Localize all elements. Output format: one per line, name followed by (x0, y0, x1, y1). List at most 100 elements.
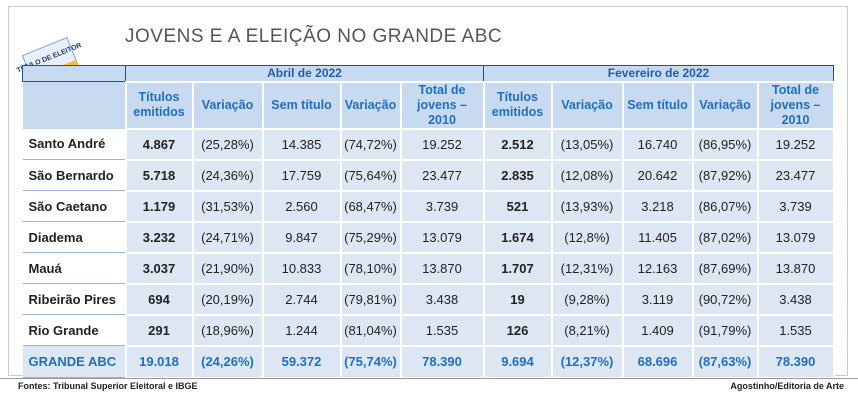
cell: (87,02%) (691, 220, 759, 254)
row-label: Ribeirão Pires (22, 283, 126, 315)
cell: 5.718 (124, 158, 194, 192)
cell: (12,8%) (550, 220, 624, 254)
column-header: Variação (691, 80, 759, 130)
cell: (8,21%) (550, 313, 624, 347)
cell: 521 (482, 189, 553, 223)
table-row: Mauá 3.037 (21,90%) 10.833 (78,10%) 13.870 1.7… (22, 251, 835, 285)
total-cell: (24,26%) (191, 344, 264, 379)
cell: 23.477 (399, 158, 485, 192)
total-cell: 78.390 (399, 344, 485, 379)
cell: 1.409 (621, 313, 694, 347)
row-label: Mauá (22, 252, 126, 284)
cell: (31,53%) (191, 189, 264, 223)
group-header: Abril de 2022 (125, 65, 484, 82)
cell: (90,72%) (691, 282, 759, 316)
cell: 13.870 (756, 251, 835, 285)
cell: 10.833 (261, 251, 342, 285)
cell: (12,08%) (550, 158, 624, 192)
total-label: GRANDE ABC (22, 345, 126, 378)
table-row: Abril de 2022 Fevereiro de 2022 (22, 65, 834, 82)
footer: Fontes: Tribunal Superior Eleitoral e IB… (0, 378, 858, 393)
cell: 14.385 (261, 127, 342, 161)
cell: 16.740 (621, 127, 694, 161)
cell: (25,28%) (191, 127, 264, 161)
cell: (81,04%) (339, 313, 402, 347)
total-cell: 9.694 (482, 344, 553, 379)
table-row: Diadema 3.232 (24,71%) 9.847 (75,29%) 13.079 1… (22, 220, 835, 254)
cell: 3.232 (124, 220, 194, 254)
cell: 1.535 (399, 313, 485, 347)
cell: 12.163 (621, 251, 694, 285)
cell: 2.512 (482, 127, 553, 161)
cell: (87,69%) (691, 251, 759, 285)
table-row: Santo André 4.867 (25,28%) 14.385 (74,72%) 19… (22, 127, 835, 161)
row-label: Rio Grande (22, 314, 126, 346)
table-row: São Bernardo 5.718 (24,36%) 17.759 (75,64%) 2… (22, 158, 835, 192)
cell: 3.037 (124, 251, 194, 285)
column-header: Sem título (621, 80, 694, 130)
column-header: Sem título (261, 80, 342, 130)
cell: 4.867 (124, 127, 194, 161)
total-cell: (75,74%) (339, 344, 402, 379)
cell: 3.739 (756, 189, 835, 223)
column-header: Total de jovens – 2010 (756, 80, 835, 130)
cell: 13.870 (399, 251, 485, 285)
total-cell: 59.372 (261, 344, 342, 379)
cell: 13.079 (399, 220, 485, 254)
cell: (86,95%) (691, 127, 759, 161)
blank-cell (22, 81, 126, 129)
cell: 1.535 (756, 313, 835, 347)
cell: 126 (482, 313, 553, 347)
group-header: Fevereiro de 2022 (483, 65, 834, 82)
cell: 20.642 (621, 158, 694, 192)
cell: (78,10%) (339, 251, 402, 285)
cell: 1.179 (124, 189, 194, 223)
row-label: São Bernardo (22, 159, 126, 191)
cell: 9.847 (261, 220, 342, 254)
column-header: Total de jovens – 2010 (399, 80, 485, 130)
cell: 3.119 (621, 282, 694, 316)
table-row: São Caetano 1.179 (31,53%) 2.560 (68,47%) 3.7… (22, 189, 835, 223)
column-header: Variação (550, 80, 624, 130)
title: JOVENS E A ELEIÇÃO NO GRANDE ABC (125, 26, 503, 47)
column-header: Títulos emitidos (482, 80, 553, 130)
cell: 3.438 (399, 282, 485, 316)
cell: (12,31%) (550, 251, 624, 285)
cell: 1.707 (482, 251, 553, 285)
cell: (68,47%) (339, 189, 402, 223)
cell: 3.739 (399, 189, 485, 223)
cell: 19 (482, 282, 553, 316)
column-header: Variação (191, 80, 264, 130)
cell: 3.438 (756, 282, 835, 316)
cell: (91,79%) (691, 313, 759, 347)
cell: 17.759 (261, 158, 342, 192)
cell: 3.218 (621, 189, 694, 223)
cell: 13.079 (756, 220, 835, 254)
cell: 2.560 (261, 189, 342, 223)
cell: 19.252 (756, 127, 835, 161)
cell: (24,71%) (191, 220, 264, 254)
table-row: Ribeirão Pires 694 (20,19%) 2.744 (79,81%) 3.… (22, 282, 835, 316)
cell: 1.674 (482, 220, 553, 254)
total-cell: 78.390 (756, 344, 835, 379)
row-label: São Caetano (22, 190, 126, 222)
table-row: Títulos emitidos Variação Sem título Variaç… (22, 80, 835, 130)
cell: (20,19%) (191, 282, 264, 316)
column-header: Títulos emitidos (124, 80, 194, 130)
cell: (87,92%) (691, 158, 759, 192)
table-row: Rio Grande 291 (18,96%) 1.244 (81,04%) 1.535 1… (22, 313, 835, 347)
row-label: Diadema (22, 221, 126, 253)
total-cell: 68.696 (621, 344, 694, 379)
credit: Agostinho/Editoria de Arte (730, 381, 844, 391)
cell: (79,81%) (339, 282, 402, 316)
source: Fontes: Tribunal Superior Eleitoral e IB… (18, 381, 198, 391)
total-cell: 19.018 (124, 344, 194, 379)
total-cell: (87,63%) (691, 344, 759, 379)
cell: (9,28%) (550, 282, 624, 316)
data-table: Abril de 2022 Fevereiro de 2022 Títulos em… (22, 65, 835, 379)
row-label: Santo André (22, 128, 126, 160)
cell: 23.477 (756, 158, 835, 192)
cell: 19.252 (399, 127, 485, 161)
cell: (75,64%) (339, 158, 402, 192)
